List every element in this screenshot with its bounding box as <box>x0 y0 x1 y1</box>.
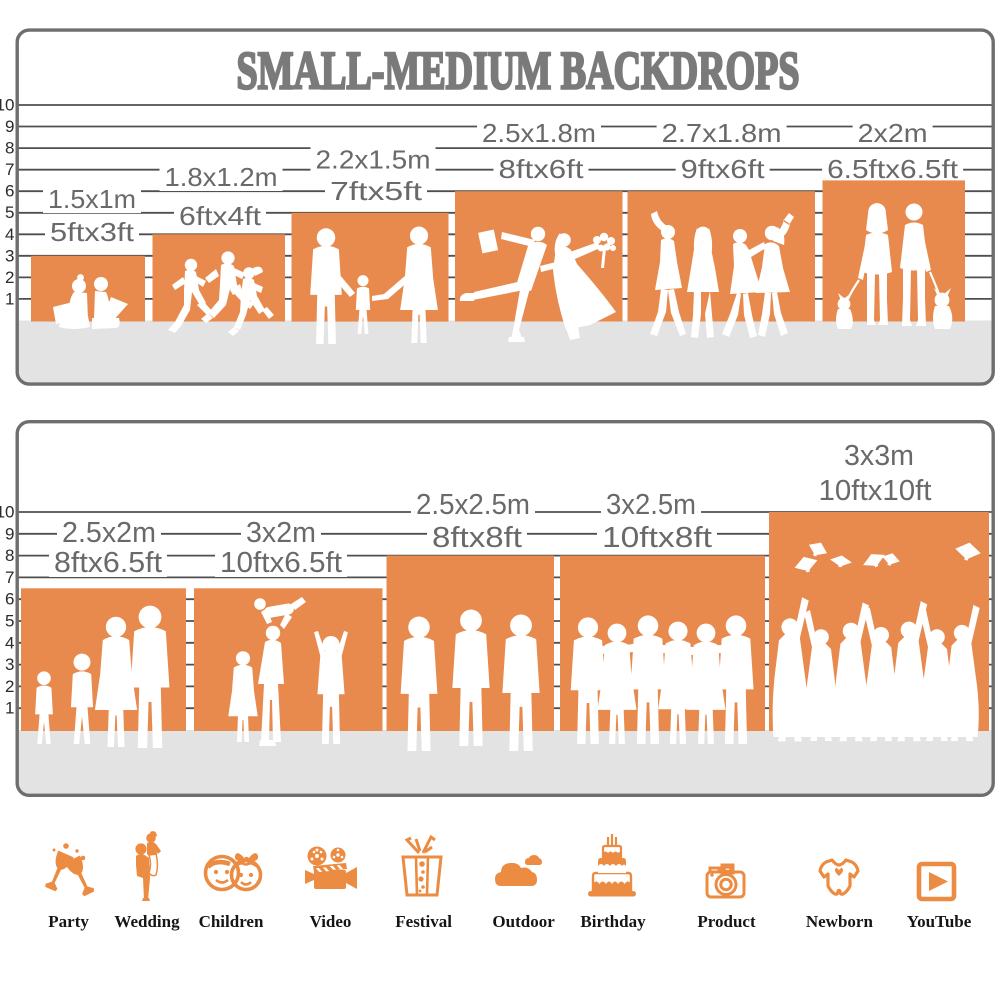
svg-text:2.2x1.5m: 2.2x1.5m <box>316 145 431 175</box>
svg-text:1: 1 <box>5 289 14 308</box>
svg-text:Outdoor: Outdoor <box>492 912 555 931</box>
svg-text:1.8x1.2m: 1.8x1.2m <box>165 162 278 192</box>
svg-text:5: 5 <box>5 612 14 631</box>
svg-text:7: 7 <box>5 160 14 179</box>
svg-text:2.5x2m: 2.5x2m <box>62 517 156 549</box>
svg-text:Video: Video <box>310 912 352 931</box>
svg-text:2: 2 <box>5 268 14 287</box>
svg-text:3: 3 <box>5 655 14 674</box>
svg-text:7ftx5ft: 7ftx5ft <box>330 176 423 206</box>
svg-text:SMALL-MEDIUM BACKDROPS: SMALL-MEDIUM BACKDROPS <box>237 41 800 101</box>
svg-text:9: 9 <box>5 524 14 543</box>
svg-text:10ftx10ft: 10ftx10ft <box>819 475 932 507</box>
svg-text:3: 3 <box>5 246 14 265</box>
svg-text:9: 9 <box>5 117 14 136</box>
svg-text:9ftx6ft: 9ftx6ft <box>681 154 766 184</box>
svg-text:8: 8 <box>5 546 14 565</box>
svg-text:1: 1 <box>5 699 14 718</box>
svg-text:6.5ftx6.5ft: 6.5ftx6.5ft <box>827 154 959 184</box>
svg-text:5ftx3ft: 5ftx3ft <box>50 217 135 247</box>
svg-text:8ftx8ft: 8ftx8ft <box>432 522 522 554</box>
svg-text:Wedding: Wedding <box>114 912 180 931</box>
svg-text:8ftx6ft: 8ftx6ft <box>499 154 585 184</box>
svg-text:6: 6 <box>5 182 14 201</box>
svg-text:2.5x1.8m: 2.5x1.8m <box>482 118 596 148</box>
svg-text:YouTube: YouTube <box>907 912 972 931</box>
svg-text:2.5x2.5m: 2.5x2.5m <box>416 489 530 521</box>
svg-text:6: 6 <box>5 590 14 609</box>
svg-text:10: 10 <box>0 503 15 522</box>
svg-text:Festival: Festival <box>395 912 452 931</box>
svg-text:3x3m: 3x3m <box>844 440 914 472</box>
svg-text:2x2m: 2x2m <box>858 118 928 148</box>
svg-text:3x2m: 3x2m <box>246 517 316 549</box>
svg-text:Birthday: Birthday <box>580 912 646 931</box>
svg-text:10: 10 <box>0 96 15 115</box>
svg-text:Children: Children <box>199 912 264 931</box>
svg-text:2.7x1.8m: 2.7x1.8m <box>662 118 782 148</box>
svg-text:Product: Product <box>697 912 756 931</box>
svg-text:8: 8 <box>5 139 14 158</box>
svg-text:Newborn: Newborn <box>806 912 874 931</box>
svg-text:6ftx4ft: 6ftx4ft <box>179 201 262 231</box>
svg-text:8ftx6.5ft: 8ftx6.5ft <box>54 547 162 579</box>
svg-text:Party: Party <box>48 912 89 931</box>
svg-text:5: 5 <box>5 203 14 222</box>
svg-text:2: 2 <box>5 677 14 696</box>
svg-text:4: 4 <box>5 633 14 652</box>
svg-text:7: 7 <box>5 568 14 587</box>
svg-text:1.5x1m: 1.5x1m <box>48 184 136 214</box>
svg-text:10ftx8ft: 10ftx8ft <box>602 522 712 554</box>
svg-text:3x2.5m: 3x2.5m <box>606 489 696 521</box>
svg-text:4: 4 <box>5 225 14 244</box>
svg-text:10ftx6.5ft: 10ftx6.5ft <box>220 547 342 579</box>
